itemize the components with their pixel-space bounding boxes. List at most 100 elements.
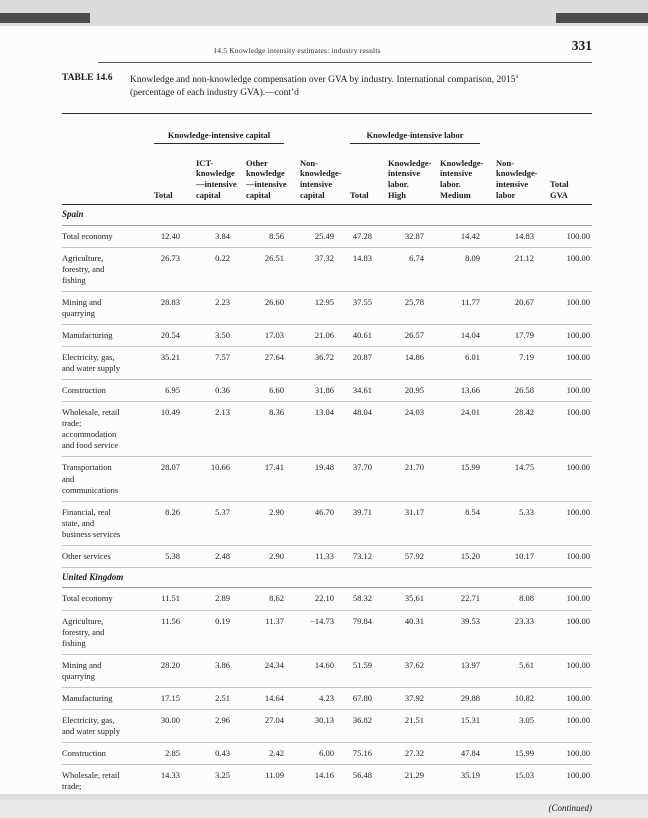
cell-value: 37.55: [350, 292, 388, 325]
caption-line2: (percentage of each industry GVA).—cont’…: [130, 88, 299, 98]
row-label: Mining and quarrying: [62, 654, 154, 687]
column-header-total-capital: Total: [154, 155, 196, 205]
cell-value: 28.83: [154, 292, 196, 325]
page-body: 14.5 Knowledge intensity estimates: indu…: [0, 26, 648, 794]
cell-value: 37.70: [350, 457, 388, 501]
row-label: Total economy: [62, 588, 154, 610]
section-name: Spain: [62, 205, 592, 226]
cell-value: 2.96: [196, 709, 246, 742]
cell-value: 47.84: [440, 742, 496, 764]
running-head-text: 14.5 Knowledge intensity estimates: indu…: [62, 46, 532, 55]
cell-value: 48.04: [350, 402, 388, 457]
cell-value: 22.71: [440, 588, 496, 610]
cell-value: 0.22: [196, 247, 246, 291]
cell-value: 35.61: [388, 588, 440, 610]
cell-value: 5.38: [154, 545, 196, 567]
cell-value: 10.49: [154, 402, 196, 457]
cell-value: 4.23: [300, 687, 350, 709]
row-label: Financial, real state, and business serv…: [62, 501, 154, 545]
cell-value: 20.87: [350, 347, 388, 380]
cell-value: 8.54: [440, 501, 496, 545]
cell-value: 14.64: [246, 687, 300, 709]
cell-value: 73.12: [350, 545, 388, 567]
cell-value: 14.60: [300, 654, 350, 687]
cell-value: 2.42: [246, 742, 300, 764]
cell-value: 8.56: [246, 225, 300, 247]
row-label: Transportation and communications: [62, 457, 154, 501]
page-edge-artifact-left: [0, 13, 90, 23]
cell-value: 21.51: [388, 709, 440, 742]
cell-value: 100.00: [550, 742, 592, 764]
cell-value: 40.31: [388, 610, 440, 654]
section-row: United Kingdom: [62, 567, 592, 588]
cell-value: 25.49: [300, 225, 350, 247]
row-label: Wholesale, retail trade;: [62, 764, 154, 797]
spacer-cell: [496, 113, 550, 154]
cell-value: 30.00: [154, 709, 196, 742]
cell-value: 39.53: [440, 610, 496, 654]
cell-value: 25.78: [388, 292, 440, 325]
cell-value: 14.75: [496, 457, 550, 501]
cell-value: 22.10: [300, 588, 350, 610]
cell-value: 13.04: [300, 402, 350, 457]
cell-value: 100.00: [550, 292, 592, 325]
cell-value: 2.13: [196, 402, 246, 457]
cell-value: 14.83: [350, 247, 388, 291]
cell-value: 26.51: [246, 247, 300, 291]
row-label: Total economy: [62, 225, 154, 247]
cell-value: 26.73: [154, 247, 196, 291]
cell-value: 21.06: [300, 325, 350, 347]
cell-value: 6.95: [154, 380, 196, 402]
cell-value: 15.03: [496, 764, 550, 797]
cell-value: 6.60: [246, 380, 300, 402]
cell-value: 11.09: [246, 764, 300, 797]
section-row: Spain: [62, 205, 592, 226]
row-label: Mining and quarrying: [62, 292, 154, 325]
cell-value: 7.19: [496, 347, 550, 380]
cell-value: 17.41: [246, 457, 300, 501]
cell-value: 6.00: [300, 742, 350, 764]
spacer-cell: [550, 113, 592, 154]
footnote-marker: a: [515, 72, 518, 80]
cell-value: 14.42: [440, 225, 496, 247]
cell-value: 2.48: [196, 545, 246, 567]
cell-value: 100.00: [550, 501, 592, 545]
column-header-row: Total ICT- knowledge —intensive capital …: [62, 155, 592, 205]
cell-value: 36.82: [350, 709, 388, 742]
column-header-total-gva: Total GVA: [550, 155, 592, 205]
cell-value: 0.36: [196, 380, 246, 402]
cell-value: 67.80: [350, 687, 388, 709]
scan-top-band: [0, 0, 648, 26]
cell-value: 3.86: [196, 654, 246, 687]
cell-value: 100.00: [550, 610, 592, 654]
cell-value: 13.97: [440, 654, 496, 687]
cell-value: 6.01: [440, 347, 496, 380]
table-row: Financial, real state, and business serv…: [62, 501, 592, 545]
cell-value: 2.85: [154, 742, 196, 764]
cell-value: 15.99: [440, 457, 496, 501]
cell-value: 20.95: [388, 380, 440, 402]
cell-value: 20.67: [496, 292, 550, 325]
row-label: Wholesale, retail trade; accommodation a…: [62, 402, 154, 457]
cell-value: 2.90: [246, 545, 300, 567]
table-caption-label: TABLE 14.6: [62, 72, 130, 101]
column-header-nonknowledge-capital: Non- knowledge- intensive capital: [300, 155, 350, 205]
cell-value: 6.74: [388, 247, 440, 291]
cell-value: 19.48: [300, 457, 350, 501]
row-label: Construction: [62, 380, 154, 402]
cell-value: 26.57: [388, 325, 440, 347]
cell-value: 8.26: [154, 501, 196, 545]
cell-value: 24.01: [440, 402, 496, 457]
cell-value: 10.17: [496, 545, 550, 567]
cell-value: 14.83: [496, 225, 550, 247]
cell-value: 100.00: [550, 654, 592, 687]
spacer-cell: [300, 113, 350, 154]
column-header-labor-high: Knowledge- intensive labor. High: [388, 155, 440, 205]
table-head: Knowledge-intensive capital Knowledge-in…: [62, 113, 592, 204]
cell-value: 37.32: [300, 247, 350, 291]
